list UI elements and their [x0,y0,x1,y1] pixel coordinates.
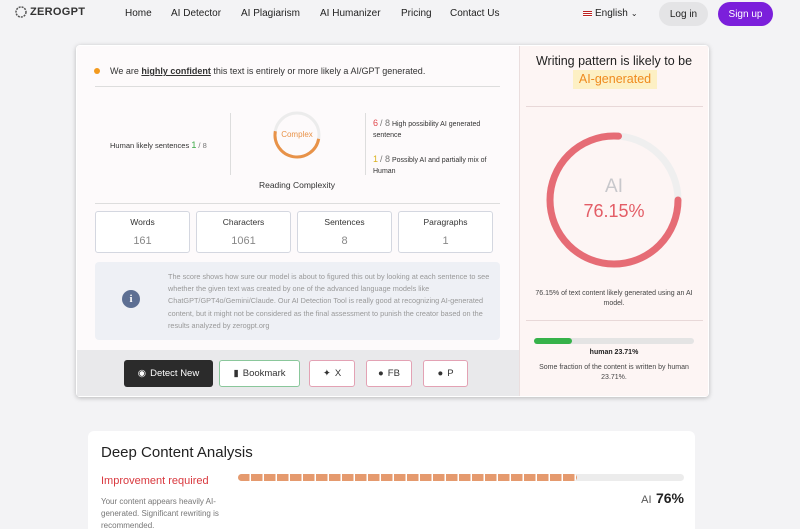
complexity-label: Reading Complexity [258,180,336,190]
stat-box: Characters 1061 [196,211,291,253]
divider [365,113,366,175]
count: 1 [373,154,379,164]
complexity-level: Complex [281,130,313,139]
logo-icon [15,6,27,18]
icon: ◉ [137,368,147,379]
mixed: 1 / 8 Possibly AI and partially mix of H… [373,154,498,177]
gauge-arc [546,132,682,268]
complexity-ring [273,111,321,159]
nav-link[interactable]: Pricing [401,8,432,19]
gauge-value: 76.15% [583,201,645,221]
confidence-text: We are highly confident this text is ent… [110,66,425,76]
score-value: 76% [655,490,684,506]
total: / 8 [379,118,390,128]
language-text: English [595,8,628,19]
icon: ● [437,368,444,379]
analysis-description: Your content appears heavily AI-generate… [101,497,219,529]
ring-arc [273,111,321,159]
info-text: The score shows how sure our model is ab… [168,272,490,330]
human-bar-track [534,338,694,344]
nav-link[interactable]: AI Plagiarism [241,8,300,19]
verdict-label: AI-generated [573,70,657,89]
divider [95,203,500,204]
x-button[interactable]: ✦ X [309,360,355,387]
icon: ✦ [322,368,331,379]
stat-value: 1 [442,235,449,247]
human-bar-fill [534,338,572,344]
ai-gauge [546,132,682,268]
verdict-heading: Writing pattern is likely to be [535,54,693,68]
label: Bookmark [242,368,286,379]
nav-link[interactable]: Contact Us [450,8,500,19]
divider [526,106,703,107]
gauge-caption: 76.15% of text content likely generated … [535,290,693,307]
nav-link[interactable]: Home [125,8,152,19]
high-ai: 6 / 8 High possibility AI generated sent… [373,118,498,141]
count: 6 [373,118,379,128]
human-caption: Some fraction of the content is written … [539,364,689,381]
human-label: human 23.71% [589,349,639,356]
text: We are [110,66,139,76]
analysis-status: Improvement required [101,475,209,487]
divider [230,113,231,175]
detect-button[interactable]: ◉ Detect New [124,360,213,387]
stat-value: 1061 [231,235,256,247]
label: Human likely sentences [110,141,190,150]
emphasis: highly confident [141,66,211,76]
stat-box: Sentences 8 [297,211,392,253]
score-label: AI [641,494,652,506]
label: Possibly AI and partially mix of Human [373,157,487,175]
info-box [95,262,500,340]
stat-label: Paragraphs [423,217,468,227]
stat-box: Words 161 [95,211,190,253]
nav-link[interactable]: AI Humanizer [320,8,381,19]
nav-link[interactable]: AI Detector [171,8,222,19]
status-dot [94,68,100,74]
stat-label: Words [130,217,155,227]
analysis-score: AI 76% [610,490,684,508]
icon: ● [378,368,384,379]
label: Detect New [150,368,200,379]
info-icon: i [122,290,140,308]
divider [526,320,703,321]
caret: ⌄ [630,9,638,18]
stat-label: Characters [222,217,265,227]
icon: ▮ [233,368,239,379]
bookmark-button[interactable]: ▮ Bookmark [219,360,300,387]
label: FB [387,368,400,379]
total: / 8 [198,141,207,150]
stat-value: 161 [133,235,152,247]
divider [95,86,500,87]
analysis-title: Deep Content Analysis [101,444,253,461]
login-button[interactable]: Log in [659,2,708,26]
stat-value: 8 [341,235,348,247]
language[interactable]: English ⌄ [583,8,638,19]
label: X [334,368,342,379]
text: this text is entirely or more likely a A… [213,66,426,76]
logo[interactable]: ZEROGPT [15,6,85,18]
flag [583,10,592,17]
signup-button[interactable]: Sign up [718,2,773,26]
p-button[interactable]: ● P [423,360,468,387]
count: 1 [191,140,197,150]
total: / 8 [379,154,390,164]
fb-button[interactable]: ● FB [366,360,412,387]
label: P [447,368,454,379]
score-fill [238,474,577,481]
logo-text: ZEROGPT [30,6,86,18]
human-sentences: Human likely sentences 1 / 8 [110,140,207,150]
gauge-label: AI [605,176,623,197]
stat-box: Paragraphs 1 [398,211,493,253]
stat-label: Sentences [324,217,365,227]
label: High possibility AI generated sentence [373,121,481,139]
